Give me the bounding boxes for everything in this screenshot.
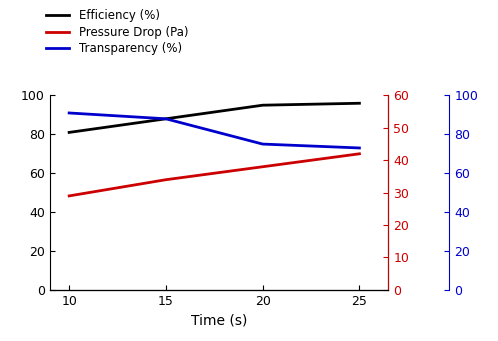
Line: Pressure Drop (Pa): Pressure Drop (Pa): [69, 154, 360, 196]
Transparency (%): [163, 117, 169, 121]
Line: Transparency (%): Transparency (%): [69, 113, 360, 148]
Transparency (%): [259, 142, 265, 146]
Line: Efficiency (%): Efficiency (%): [69, 103, 360, 132]
Pressure Drop (Pa): [163, 178, 169, 182]
Efficiency (%): [357, 101, 363, 105]
Transparency (%): [66, 111, 72, 115]
Efficiency (%): [163, 117, 169, 121]
X-axis label: Time (s): Time (s): [191, 313, 248, 327]
Efficiency (%): [259, 103, 265, 107]
Transparency (%): [357, 146, 363, 150]
Pressure Drop (Pa): [357, 152, 363, 156]
Pressure Drop (Pa): [259, 165, 265, 169]
Efficiency (%): [66, 130, 72, 134]
Legend: Efficiency (%), Pressure Drop (Pa), Transparency (%): Efficiency (%), Pressure Drop (Pa), Tran…: [46, 9, 188, 55]
Pressure Drop (Pa): [66, 194, 72, 198]
